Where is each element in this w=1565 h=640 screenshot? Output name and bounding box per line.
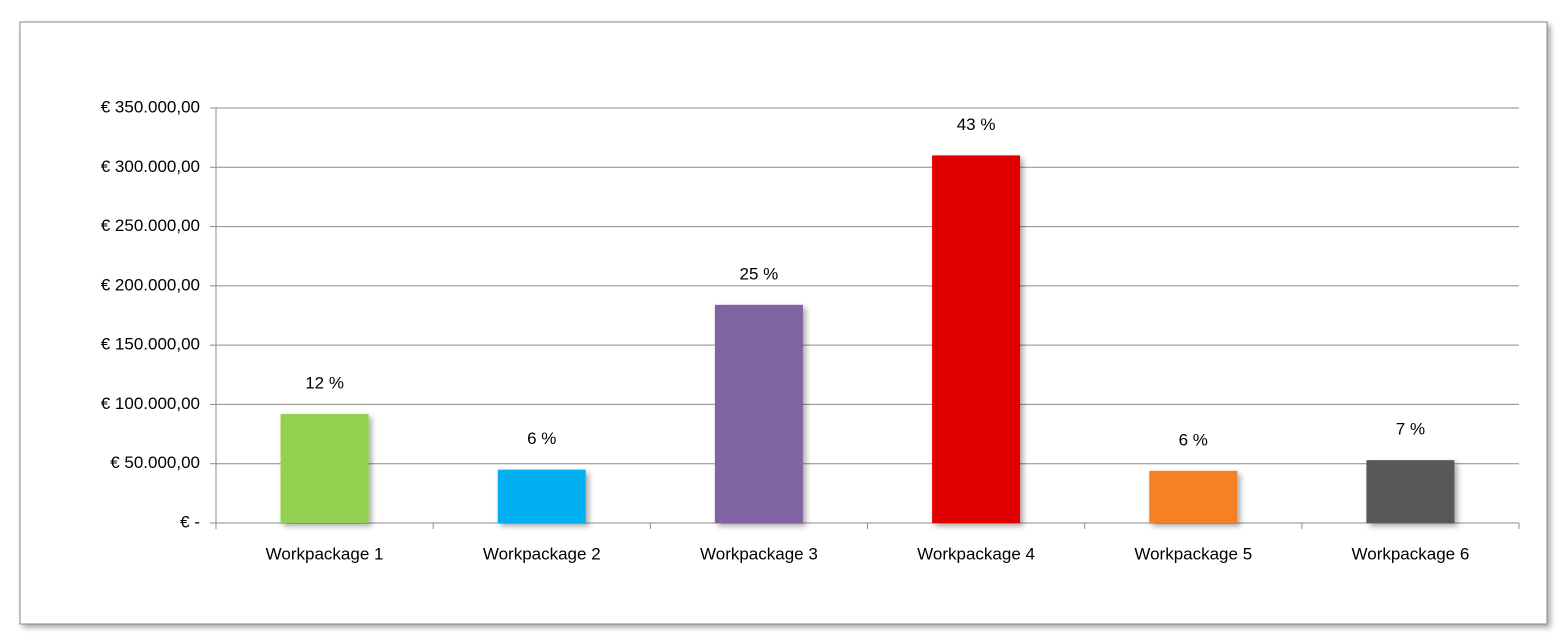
share-label: 6 % bbox=[1179, 430, 1208, 449]
share-label: 6 % bbox=[527, 429, 556, 448]
y-tick-label: € 100.000,00 bbox=[101, 394, 200, 413]
x-tick-label: Workpackage 6 bbox=[1352, 544, 1470, 563]
bar bbox=[932, 155, 1021, 523]
y-tick-label: € 250.000,00 bbox=[101, 216, 200, 235]
x-tick-label: Workpackage 4 bbox=[917, 544, 1035, 563]
y-tick-label: € 50.000,00 bbox=[110, 453, 200, 472]
y-tick-label: € 350.000,00 bbox=[101, 97, 200, 116]
y-tick-label: € 200.000,00 bbox=[101, 275, 200, 294]
share-label: 12 % bbox=[305, 373, 344, 392]
x-tick-label: Workpackage 5 bbox=[1134, 544, 1252, 563]
share-label: 7 % bbox=[1396, 420, 1425, 439]
x-tick-label: Workpackage 3 bbox=[700, 544, 818, 563]
bar bbox=[1149, 470, 1238, 523]
y-tick-label: € 150.000,00 bbox=[101, 335, 200, 354]
bar bbox=[714, 304, 803, 523]
bar bbox=[280, 413, 369, 523]
bar bbox=[1366, 460, 1455, 523]
y-tick-label: € - bbox=[180, 512, 200, 531]
bar bbox=[497, 469, 586, 523]
x-tick-label: Workpackage 1 bbox=[266, 544, 384, 563]
share-label: 43 % bbox=[957, 115, 996, 134]
x-tick-label: Workpackage 2 bbox=[483, 544, 601, 563]
y-tick-label: € 300.000,00 bbox=[101, 157, 200, 176]
share-label: 25 % bbox=[740, 264, 779, 283]
